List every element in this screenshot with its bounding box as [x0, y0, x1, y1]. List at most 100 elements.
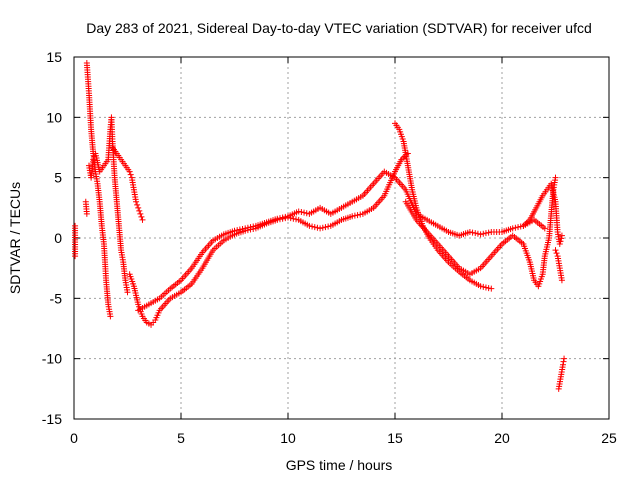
- data-point: [561, 355, 568, 362]
- data-point: [242, 225, 249, 232]
- data-point: [480, 283, 487, 290]
- y-tick-label: 5: [54, 170, 62, 186]
- data-point: [541, 225, 548, 232]
- data-point: [325, 223, 332, 230]
- y-tick-label: -15: [42, 411, 62, 427]
- data-point: [559, 361, 566, 368]
- data-point: [306, 222, 313, 229]
- data-point: [126, 168, 133, 175]
- data-point: [515, 224, 522, 231]
- data-point: [72, 253, 79, 260]
- series-trace-d: [126, 150, 411, 328]
- data-point: [274, 215, 281, 222]
- data-point: [134, 201, 141, 208]
- data-point: [234, 227, 241, 234]
- data-point: [279, 214, 286, 221]
- data-point: [552, 174, 559, 181]
- data-point: [557, 238, 564, 245]
- x-tick-label: 20: [494, 430, 510, 446]
- data-point: [303, 210, 310, 217]
- x-tick-label: 0: [70, 430, 78, 446]
- x-tick-label: 10: [280, 430, 296, 446]
- x-tick-label: 25: [601, 430, 617, 446]
- y-tick-label: -5: [50, 290, 63, 306]
- data-point: [133, 198, 140, 205]
- data-point: [231, 227, 238, 234]
- x-axis-label: GPS time / hours: [286, 457, 393, 473]
- x-tick-label: 15: [387, 430, 403, 446]
- data-point: [349, 213, 356, 220]
- data-point: [472, 230, 479, 237]
- data-point: [556, 241, 563, 248]
- data-point: [558, 235, 565, 242]
- data-point: [136, 207, 143, 214]
- chart-title: Day 283 of 2021, Sidereal Day-to-day VTE…: [86, 20, 592, 36]
- data-point: [298, 209, 305, 216]
- x-tick-label: 5: [177, 430, 185, 446]
- data-point: [512, 224, 519, 231]
- data-point: [314, 224, 321, 231]
- series-trace-a: [72, 60, 114, 320]
- data-point: [558, 277, 565, 284]
- data-point: [477, 231, 484, 238]
- data-point: [351, 212, 358, 219]
- y-tick-label: 0: [54, 230, 62, 246]
- data-point: [509, 225, 516, 232]
- data-point: [482, 284, 489, 291]
- data-point: [474, 230, 481, 237]
- data-point: [138, 213, 145, 220]
- data-point: [90, 156, 97, 163]
- data-point: [244, 224, 251, 231]
- data-point: [83, 210, 90, 217]
- data-point: [135, 204, 142, 211]
- data-point: [295, 208, 302, 215]
- data-point: [322, 224, 329, 231]
- data-point: [558, 232, 565, 239]
- series-trace-i: [552, 247, 568, 392]
- data-point: [137, 210, 144, 217]
- data-point: [485, 285, 492, 292]
- data-point: [282, 213, 289, 220]
- data-point: [247, 224, 254, 231]
- data-point: [124, 289, 131, 296]
- data-point: [477, 283, 484, 290]
- data-point: [488, 285, 495, 292]
- series-trace-b: [82, 114, 131, 296]
- data-point: [311, 224, 318, 231]
- data-point: [485, 229, 492, 236]
- data-point: [517, 223, 524, 230]
- series-trace-c: [109, 144, 146, 223]
- data-point: [309, 223, 316, 230]
- series-trace-e: [135, 168, 548, 314]
- data-point: [469, 229, 476, 236]
- data-point: [239, 225, 246, 232]
- data-point: [290, 215, 297, 222]
- data-point: [357, 211, 364, 218]
- data-point: [250, 223, 257, 230]
- series-trace-h: [520, 180, 565, 248]
- y-tick-label: 15: [46, 49, 62, 65]
- data-point: [107, 313, 114, 320]
- data-point: [480, 230, 487, 237]
- data-point: [276, 215, 283, 222]
- data-point: [553, 250, 560, 257]
- y-tick-label: -10: [42, 351, 62, 367]
- y-axis-label: SDTVAR / TECUs: [7, 182, 23, 294]
- data-point: [560, 358, 567, 365]
- data-point: [466, 228, 473, 235]
- grid-lines: [74, 57, 609, 419]
- data-point: [301, 209, 308, 216]
- data-points: [72, 60, 568, 392]
- data-point: [354, 212, 361, 219]
- axis-ticks: 0 5 10 15 20 25 -15 -10 -5 0 5 10 15: [42, 49, 617, 446]
- data-point: [552, 247, 559, 254]
- data-point: [236, 226, 243, 233]
- data-point: [482, 230, 489, 237]
- data-point: [139, 216, 146, 223]
- data-point: [127, 171, 134, 178]
- data-point: [293, 216, 300, 223]
- data-point: [317, 225, 324, 232]
- y-tick-label: 10: [46, 109, 62, 125]
- data-point: [319, 224, 326, 231]
